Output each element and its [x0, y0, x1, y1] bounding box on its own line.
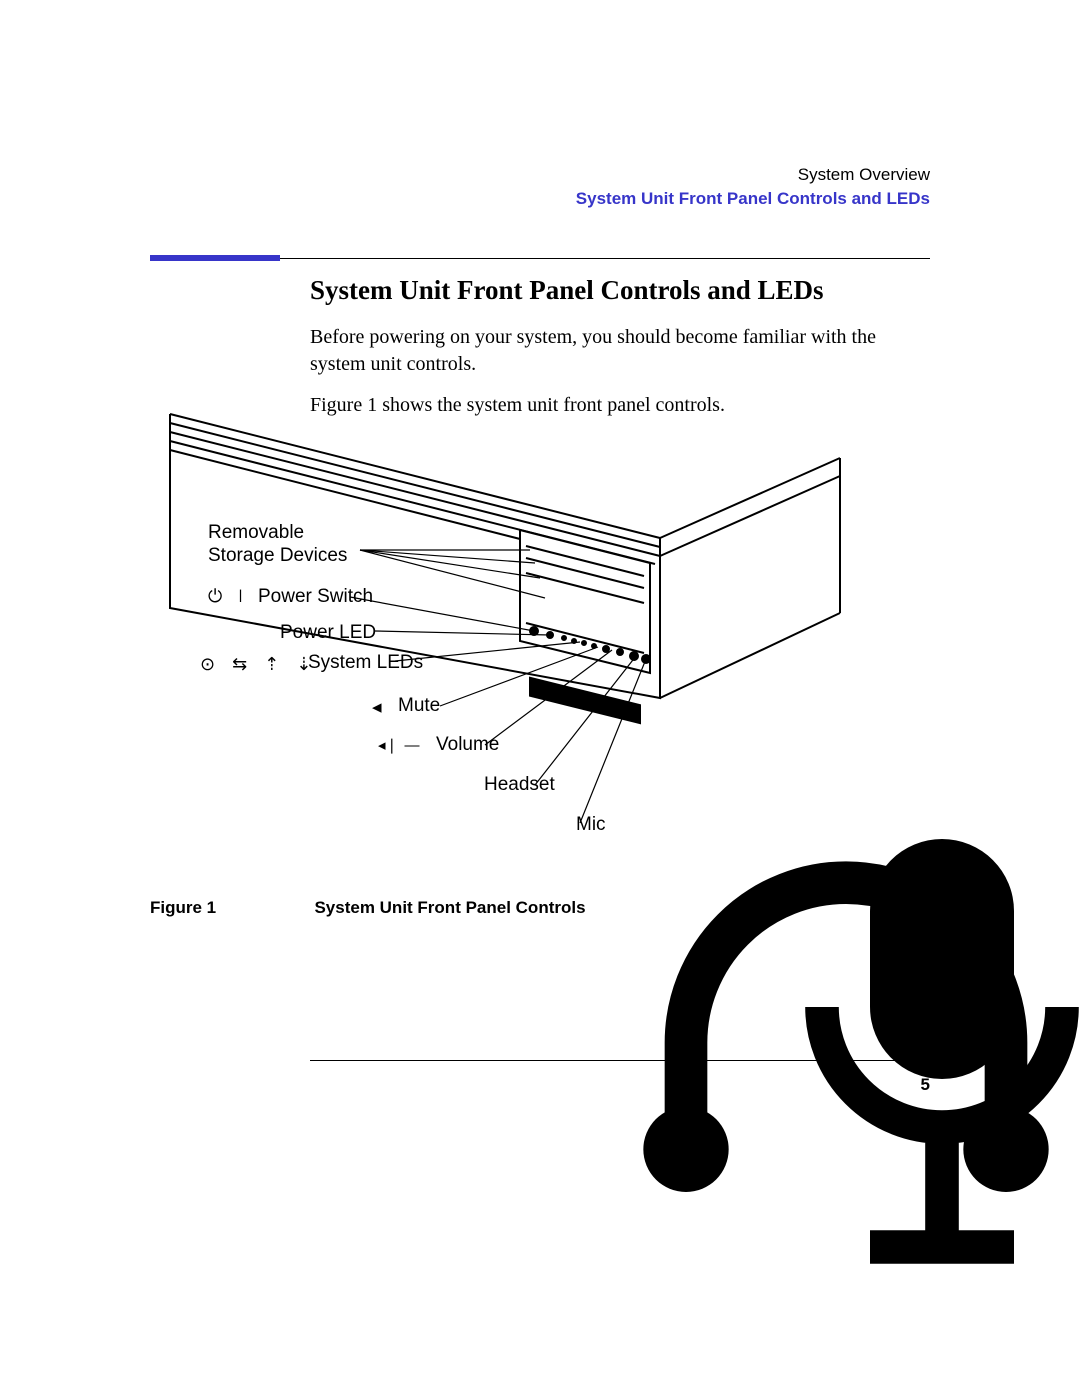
callout-system-leds: System LEDs: [308, 652, 423, 674]
arrows-icon: ⇆: [232, 654, 253, 674]
power-switch-icons: ⏻ ❘: [208, 586, 248, 607]
callout-headset: Headset: [484, 774, 555, 796]
volume-icon: ◂❘ —: [378, 736, 419, 754]
power-icon: ⏻: [208, 586, 228, 606]
callout-volume: Volume: [436, 734, 499, 756]
toggle-icon: ❘: [239, 586, 247, 606]
callout-power-switch: Power Switch: [258, 586, 373, 608]
figure-number: Figure 1: [150, 898, 310, 918]
callout-mic: Mic: [576, 814, 606, 836]
page-number: 5: [921, 1075, 930, 1095]
page: System Overview System Unit Front Panel …: [0, 0, 1080, 1397]
eye-icon: ⊙: [200, 654, 221, 674]
accent-bar: [150, 255, 280, 261]
paragraph-0: Before powering on your system, you shou…: [310, 324, 930, 378]
figure-caption: Figure 1 System Unit Front Panel Control…: [150, 898, 586, 918]
system-leds-icons: ⊙ ⇆ ⇡ ⇣: [200, 654, 317, 675]
figure-diagram: Removable Storage Devices ⏻ ❘ Power Swit…: [150, 398, 930, 878]
callout-mute: Mute: [398, 695, 440, 717]
bottom-rule: [310, 1060, 930, 1061]
callout-power-led: Power LED: [280, 622, 376, 644]
mute-icon: ◂: [372, 696, 382, 719]
callout-removable: Removable Storage Devices: [208, 522, 347, 568]
section-title: System Unit Front Panel Controls and LED…: [310, 275, 930, 306]
top-rule: [280, 258, 930, 259]
header-section: System Unit Front Panel Controls and LED…: [576, 189, 930, 209]
running-header: System Overview System Unit Front Panel …: [576, 165, 930, 209]
figure-title: System Unit Front Panel Controls: [314, 898, 585, 917]
up-icon: ⇡: [264, 654, 285, 674]
header-chapter: System Overview: [576, 165, 930, 185]
